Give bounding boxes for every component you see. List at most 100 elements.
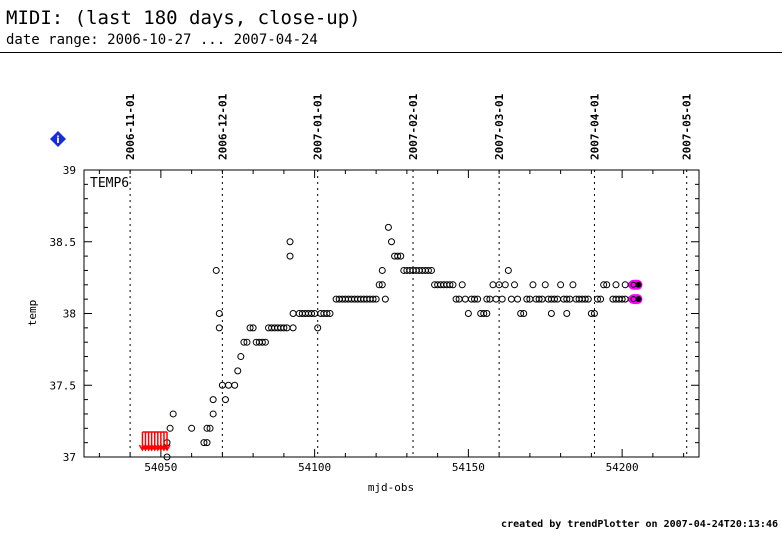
x-tick-label: 54200 xyxy=(606,461,639,474)
y-tick-label: 39 xyxy=(63,164,76,177)
data-point xyxy=(243,338,251,346)
header-divider xyxy=(0,52,782,53)
data-point xyxy=(215,310,223,317)
data-point xyxy=(240,338,248,346)
data-point xyxy=(289,310,297,317)
data-point xyxy=(603,281,611,289)
data-point xyxy=(169,410,177,418)
data-point xyxy=(504,266,512,274)
data-point xyxy=(449,281,457,289)
data-point xyxy=(474,295,482,303)
data-point xyxy=(375,281,383,289)
data-point xyxy=(557,281,565,289)
latest-point xyxy=(635,296,642,303)
data-point xyxy=(215,324,223,332)
data-point xyxy=(369,295,377,303)
data-point xyxy=(188,424,196,432)
data-point xyxy=(480,310,488,317)
data-point xyxy=(446,281,454,289)
y-axis-label: temp xyxy=(26,300,39,327)
data-point xyxy=(489,281,497,289)
data-point xyxy=(237,353,245,361)
data-point xyxy=(394,252,402,260)
data-point xyxy=(612,281,620,289)
latest-points xyxy=(628,279,643,305)
date-label: 2006-11-01 xyxy=(124,93,137,160)
data-point xyxy=(569,281,577,289)
date-label: 2007-04-01 xyxy=(588,93,601,160)
date-label: 2007-05-01 xyxy=(681,93,694,160)
data-point xyxy=(308,310,316,317)
data-point xyxy=(547,310,555,317)
data-point xyxy=(584,295,592,303)
data-point xyxy=(452,295,460,303)
data-point xyxy=(507,295,515,303)
data-point xyxy=(600,281,608,289)
out-of-range-arrow xyxy=(151,444,159,452)
date-label: 2007-01-01 xyxy=(312,93,325,160)
data-point xyxy=(464,310,472,317)
data-points xyxy=(163,223,638,461)
data-point xyxy=(384,223,392,231)
data-point xyxy=(261,338,269,346)
x-tick-label: 54150 xyxy=(452,461,485,474)
data-point xyxy=(378,266,386,274)
data-point xyxy=(203,424,211,432)
data-point xyxy=(314,324,322,332)
data-point xyxy=(397,252,405,260)
data-point xyxy=(581,295,589,303)
credit-footer: created by trendPlotter on 2007-04-24T20… xyxy=(501,519,778,530)
data-point xyxy=(529,281,537,289)
data-point xyxy=(594,295,602,303)
date-label: 2006-12-01 xyxy=(216,93,229,160)
data-point xyxy=(280,324,288,332)
out-of-range-arrow xyxy=(138,444,147,452)
data-point xyxy=(381,295,389,303)
panel-label: TEMP6 xyxy=(90,176,129,191)
out-of-range-arrow xyxy=(144,444,153,452)
data-point xyxy=(541,281,549,289)
data-point xyxy=(563,310,571,317)
out-of-range-arrow xyxy=(160,444,168,452)
data-point xyxy=(286,252,294,260)
data-point xyxy=(323,310,331,317)
data-point xyxy=(511,281,518,289)
data-point xyxy=(206,424,214,432)
info-badge-icon[interactable]: i xyxy=(50,131,66,147)
data-point xyxy=(550,295,558,303)
out-of-range-arrow xyxy=(163,444,171,452)
info-badge-label: i xyxy=(56,135,59,146)
data-point xyxy=(498,295,506,303)
data-point xyxy=(225,381,233,389)
data-point xyxy=(535,295,543,303)
data-point xyxy=(458,281,466,289)
data-point xyxy=(163,453,171,461)
y-tick-label: 37 xyxy=(63,451,76,464)
x-tick-labels: 54050 54100 54150 54200 xyxy=(144,461,638,474)
date-label: 2007-02-01 xyxy=(407,93,420,160)
date-range-subtitle: date range: 2006-10-27 ... 2007-04-24 xyxy=(6,32,318,48)
data-point xyxy=(517,310,525,317)
data-point xyxy=(427,266,435,274)
data-point xyxy=(234,367,242,375)
data-point xyxy=(590,310,598,317)
data-point xyxy=(289,324,297,332)
data-point xyxy=(621,281,629,289)
data-point xyxy=(203,439,211,447)
latest-point xyxy=(635,281,642,288)
out-of-range-arrow xyxy=(154,444,162,452)
data-point xyxy=(597,295,605,303)
data-point xyxy=(221,396,229,404)
x-axis-label: mjd-obs xyxy=(368,481,414,494)
data-point xyxy=(209,410,217,418)
data-point xyxy=(563,295,571,303)
data-point xyxy=(166,424,174,432)
data-point xyxy=(483,295,491,303)
data-point xyxy=(520,310,528,317)
date-gridlines xyxy=(129,170,688,457)
data-point xyxy=(461,295,469,303)
data-point xyxy=(587,310,595,317)
data-point xyxy=(212,266,220,274)
data-point xyxy=(471,295,479,303)
